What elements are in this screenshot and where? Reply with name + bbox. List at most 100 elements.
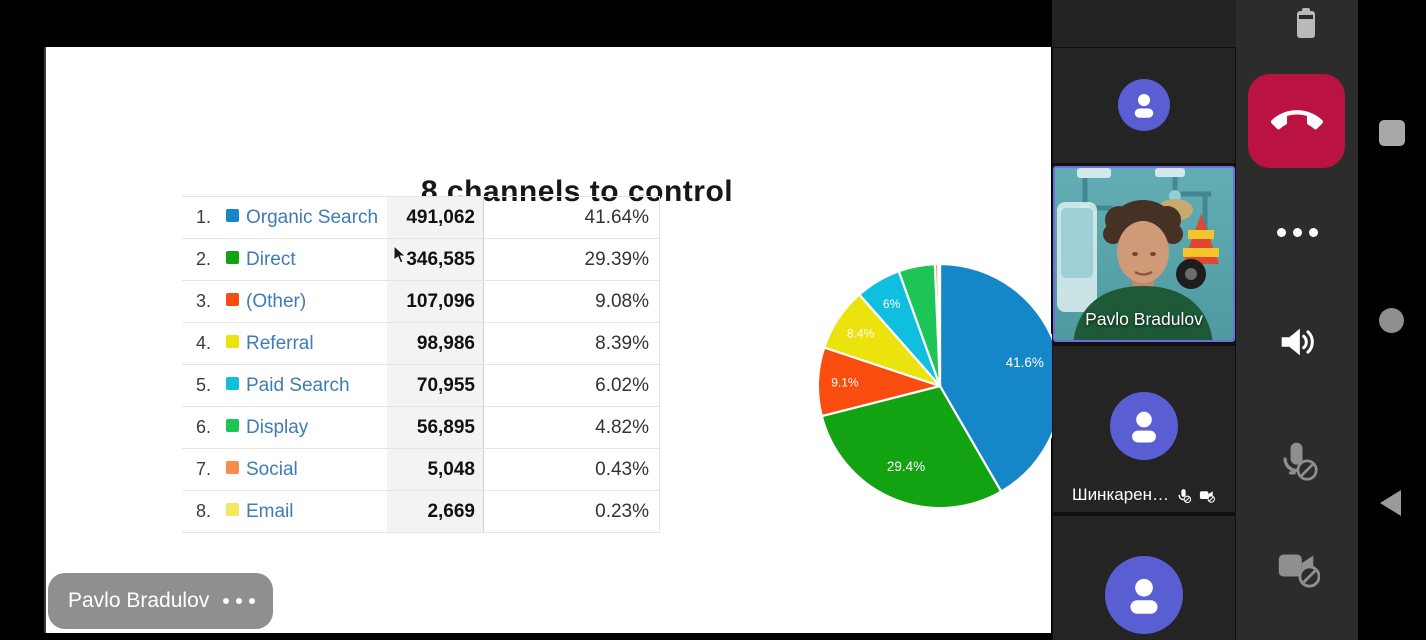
channel-percent: 41.64% — [483, 197, 660, 238]
participant-name: Шинкарен… — [1071, 485, 1170, 504]
call-controls-rail — [1236, 0, 1358, 640]
table-row: 8. Email 2,669 0.23% — [182, 491, 660, 533]
row-rank: 1. — [196, 207, 212, 227]
camera-toggle-button[interactable] — [1236, 538, 1358, 594]
channel-sessions: 107,096 — [387, 281, 483, 322]
channel-sessions: 346,585 — [387, 239, 483, 280]
channel-percent: 29.39% — [483, 239, 660, 280]
row-rank: 5. — [196, 375, 212, 395]
channel-name: (Other) — [246, 290, 307, 312]
avatar — [1110, 392, 1178, 460]
table-row: 3. (Other) 107,096 9.08% — [182, 281, 660, 323]
table-row: 1. Organic Search 491,062 41.64% — [182, 197, 660, 239]
mic-toggle-button[interactable] — [1236, 432, 1358, 488]
table-row: 4. Referral 98,986 8.39% — [182, 323, 660, 365]
participant-tile[interactable]: Шинкарен… — [1053, 346, 1235, 512]
channel-sessions: 491,062 — [387, 197, 483, 238]
row-rank: 8. — [196, 501, 212, 521]
avatar — [1118, 79, 1170, 131]
mic-muted-icon — [1283, 442, 1318, 481]
channel-percent: 0.43% — [483, 449, 660, 490]
pie-slice-label: 9.1% — [831, 376, 859, 390]
channel-color-swatch-cell — [226, 208, 246, 227]
participant-name: Pavlo Bradulov — [1085, 309, 1203, 329]
row-rank: 2. — [196, 249, 212, 269]
android-nav-bar — [1358, 0, 1426, 640]
channel-name: Direct — [246, 248, 296, 270]
back-triangle-icon[interactable] — [1380, 490, 1401, 516]
webcam-video — [1055, 168, 1233, 340]
row-rank: 4. — [196, 333, 212, 353]
home-circle-icon[interactable] — [1379, 308, 1404, 333]
channel-color-swatch — [226, 460, 239, 474]
channel-percent: 9.08% — [483, 281, 660, 322]
mouse-cursor-icon — [393, 245, 407, 264]
participant-strip: Pavlo Bradulov Шинкарен… — [1052, 47, 1236, 640]
speaker-on-icon — [1281, 328, 1314, 356]
avatar — [1105, 556, 1183, 634]
row-rank: 6. — [196, 417, 212, 437]
pie-slice-label: 41.6% — [1006, 355, 1044, 370]
table-row: 6. Display 56,895 4.82% — [182, 407, 660, 449]
channel-percent: 6.02% — [483, 365, 660, 406]
presenter-name: Pavlo Bradulov — [68, 589, 210, 612]
participant-tile[interactable] — [1053, 516, 1235, 640]
channel-color-swatch — [226, 208, 239, 222]
row-rank: 3. — [196, 291, 212, 311]
mic-muted-icon — [1178, 488, 1192, 503]
channel-color-swatch-cell — [226, 376, 246, 395]
channel-sessions: 70,955 — [387, 365, 483, 406]
more-dots-icon[interactable] — [223, 598, 255, 604]
channel-name: Referral — [246, 332, 314, 354]
pie-slice-email — [937, 262, 942, 388]
channel-sessions: 5,048 — [387, 449, 483, 490]
channel-sessions: 56,895 — [387, 407, 483, 448]
channel-color-swatch — [226, 250, 239, 264]
channel-color-swatch-cell — [226, 250, 246, 269]
channel-percent: 4.82% — [483, 407, 660, 448]
end-call-icon — [1270, 110, 1323, 130]
more-options-icon — [1276, 227, 1318, 237]
more-options-button[interactable] — [1236, 214, 1358, 250]
recents-square-icon[interactable] — [1379, 120, 1405, 146]
channel-color-swatch — [226, 334, 239, 348]
table-row: 5. Paid Search 70,955 6.02% — [182, 365, 660, 407]
battery-icon — [1297, 8, 1315, 38]
channel-percent: 8.39% — [483, 323, 660, 364]
participant-tile[interactable] — [1053, 48, 1235, 163]
channel-name: Social — [246, 458, 298, 480]
speaker-button[interactable] — [1236, 316, 1358, 368]
active-speaker-video-tile[interactable]: Pavlo Bradulov — [1053, 166, 1235, 342]
shared-slide: 8 channels to control 1. Organic Search 49… — [44, 47, 1064, 633]
table-row: 7. Social 5,048 0.43% — [182, 449, 660, 491]
screen-share-view[interactable]: 8 channels to control 1. Organic Search 49… — [0, 0, 1064, 640]
channels-table: 1. Organic Search 491,062 41.64% 2. Direct 346… — [182, 196, 660, 533]
channel-sessions: 98,986 — [387, 323, 483, 364]
channels-pie-chart: 41.6% 29.4% 9.1% 8.4% 6% — [795, 241, 1085, 531]
channel-color-swatch — [226, 502, 239, 516]
channel-percent: 0.23% — [483, 491, 660, 532]
channel-color-swatch — [226, 418, 239, 432]
channel-sessions: 2,669 — [387, 491, 483, 532]
pie-slice-label: 29.4% — [887, 459, 925, 474]
channel-name: Display — [246, 416, 309, 438]
channel-name: Organic Search — [246, 206, 379, 228]
channel-name: Paid Search — [246, 374, 350, 396]
presenter-name-overlay[interactable]: Pavlo Bradulov — [48, 573, 273, 629]
channel-color-swatch-cell — [226, 502, 246, 521]
channel-name: Email — [246, 500, 294, 522]
row-rank: 7. — [196, 459, 212, 479]
channel-color-swatch-cell — [226, 334, 246, 353]
channel-color-swatch-cell — [226, 460, 246, 479]
camera-muted-icon — [1199, 490, 1215, 503]
camera-muted-icon — [1278, 554, 1320, 588]
channel-color-swatch — [226, 376, 239, 390]
channel-color-swatch — [226, 292, 239, 306]
pie-slice-label: 6% — [883, 297, 901, 311]
end-call-button[interactable] — [1248, 74, 1345, 168]
table-row: 2. Direct 346,585 29.39% — [182, 239, 660, 281]
channel-color-swatch-cell — [226, 292, 246, 311]
pie-slice-label: 8.4% — [847, 327, 875, 341]
channel-color-swatch-cell — [226, 418, 246, 437]
